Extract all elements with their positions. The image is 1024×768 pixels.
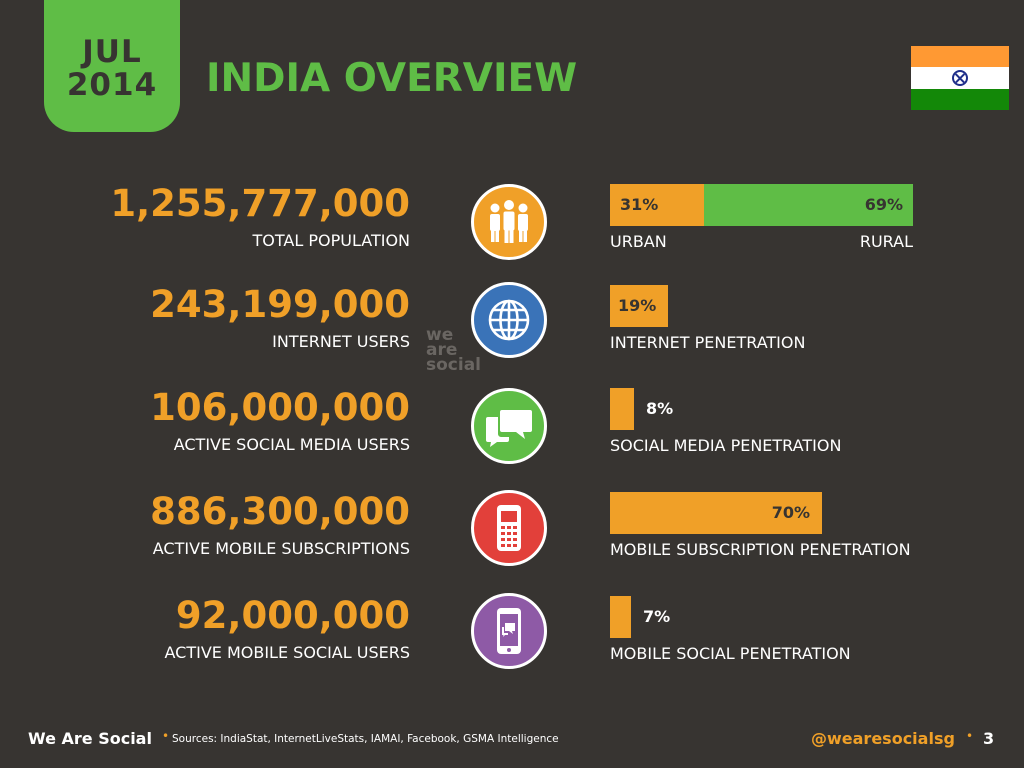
stat-value-mobile-social: 92,000,000 — [175, 594, 410, 637]
bar-label-urban: URBAN — [610, 232, 667, 251]
stat-label-mobile-social: ACTIVE MOBILE SOCIAL USERS — [164, 643, 410, 662]
stat-label-internet: INTERNET USERS — [272, 332, 410, 351]
watermark-we: we — [426, 325, 454, 345]
bar-pct-urban: 31% — [620, 195, 659, 214]
bar-label-internet: INTERNET PENETRATION — [610, 333, 806, 352]
footer-twitter-handle[interactable]: @wearesocialsg — [811, 729, 955, 748]
urban-rural-bar: 31% 69% — [610, 184, 913, 226]
page-number: 3 — [983, 729, 995, 748]
stat-value-mobile: 886,300,000 — [150, 490, 410, 533]
page-title: INDIA OVERVIEW — [206, 56, 578, 101]
bar-label-mobile: MOBILE SUBSCRIPTION PENETRATION — [610, 540, 911, 559]
india-flag-icon — [911, 46, 1009, 110]
bar-pct-mobile: 70% — [771, 503, 810, 522]
bar-label-mobile-social: MOBILE SOCIAL PENETRATION — [610, 644, 851, 663]
internet-bar: 19% — [610, 285, 913, 327]
people-icon — [471, 184, 547, 260]
bar-segment-rural: 69% — [704, 184, 913, 226]
bar-mobile-social-penetration — [610, 596, 631, 638]
bar-pct-social: 8% — [646, 399, 674, 418]
bar-pct-mobile-social: 7% — [643, 607, 671, 626]
watermark-are: are — [426, 340, 458, 360]
footer-brand: We Are Social — [28, 729, 152, 748]
stat-value-internet: 243,199,000 — [150, 283, 410, 326]
bar-pct-internet: 19% — [618, 296, 657, 315]
stat-value-social: 106,000,000 — [150, 386, 410, 429]
mobile-bar: 70% — [610, 492, 913, 534]
flag-chakra — [952, 70, 968, 86]
stat-row-mobile: 886,300,000 ACTIVE MOBILE SUBSCRIPTIONS … — [0, 490, 1024, 592]
social-bar: 8% — [610, 388, 913, 430]
bar-internet-penetration: 19% — [610, 285, 668, 327]
stat-value-population: 1,255,777,000 — [110, 182, 410, 225]
bar-segment-urban: 31% — [610, 184, 704, 226]
stat-row-internet: 243,199,000 INTERNET USERS 19% INTERNET … — [0, 282, 1024, 385]
stat-label-social: ACTIVE SOCIAL MEDIA USERS — [173, 435, 410, 454]
watermark-social: social — [426, 355, 482, 375]
mobile-social-bar: 7% — [610, 596, 913, 638]
date-year: 2014 — [66, 67, 158, 103]
date-badge: JUL 2014 — [44, 0, 180, 132]
footer-separator-dot: • — [162, 729, 170, 743]
stat-label-mobile: ACTIVE MOBILE SUBSCRIPTIONS — [152, 539, 410, 558]
stat-label-population: TOTAL POPULATION — [252, 231, 410, 250]
globe-icon — [471, 282, 547, 358]
we-are-social-watermark: we are social — [426, 325, 482, 375]
bar-mobile-penetration: 70% — [610, 492, 822, 534]
date-month: JUL — [82, 34, 142, 70]
mobile-phone-icon — [471, 490, 547, 566]
bar-label-social: SOCIAL MEDIA PENETRATION — [610, 436, 842, 455]
chat-bubbles-icon — [471, 388, 547, 464]
stat-row-population: 1,255,777,000 TOTAL POPULATION 31% 69% U… — [0, 182, 1024, 284]
footer-sources: Sources: IndiaStat, InternetLiveStats, I… — [172, 733, 559, 745]
flag-green-band — [911, 88, 1009, 110]
bar-social-penetration — [610, 388, 634, 430]
stat-row-mobile-social: 92,000,000 ACTIVE MOBILE SOCIAL USERS 7%… — [0, 593, 1024, 696]
flag-saffron-band — [911, 46, 1009, 68]
bar-pct-rural: 69% — [864, 195, 903, 214]
footer-separator-dot-2: • — [966, 729, 974, 743]
bar-label-rural: RURAL — [859, 232, 913, 251]
smartphone-chat-icon — [471, 593, 547, 669]
stat-row-social: 106,000,000 ACTIVE SOCIAL MEDIA USERS 8%… — [0, 386, 1024, 488]
